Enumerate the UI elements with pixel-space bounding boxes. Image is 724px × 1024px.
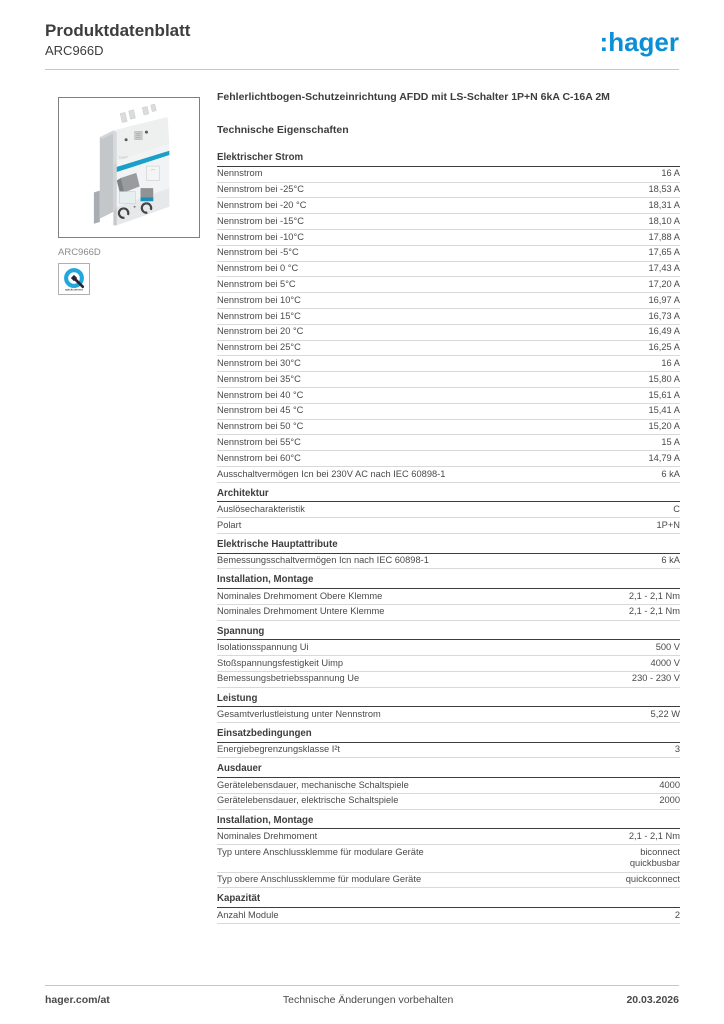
svg-text:quickconnect: quickconnect (65, 287, 83, 291)
